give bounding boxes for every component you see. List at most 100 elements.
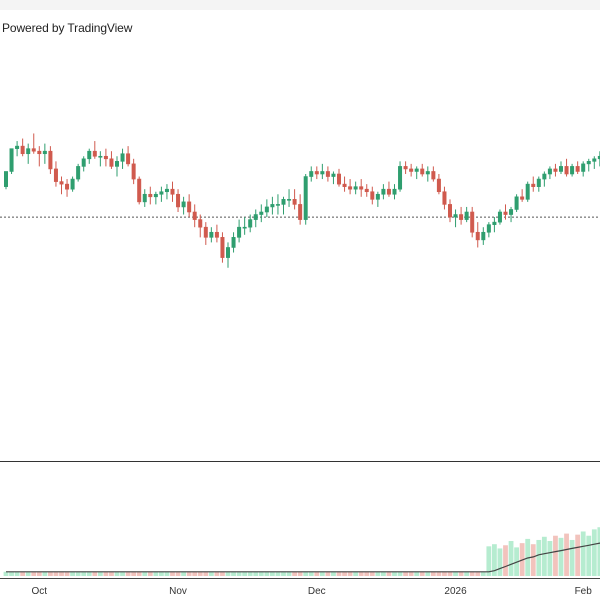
candle — [320, 163, 325, 180]
candle-body — [475, 231, 480, 241]
candle-body — [398, 166, 403, 190]
candle-body — [342, 183, 347, 187]
volume-bar — [392, 571, 397, 576]
candle-body — [120, 153, 125, 162]
volume-bar — [208, 571, 214, 576]
candle-body — [159, 191, 164, 195]
candle-body — [231, 237, 236, 248]
volume-bar — [203, 571, 209, 576]
volume-bar — [53, 571, 59, 576]
candle — [176, 189, 181, 212]
candle-body — [442, 191, 447, 205]
candle-body — [403, 166, 408, 170]
candle-body — [348, 186, 353, 190]
candle-body — [331, 173, 336, 177]
volume-bar — [469, 571, 475, 576]
volume-bar — [475, 571, 481, 576]
volume-bar — [530, 544, 536, 576]
candle — [292, 189, 297, 210]
x-tick-label: Feb — [575, 586, 593, 597]
volume-bar — [358, 571, 364, 576]
candle — [87, 148, 92, 164]
candle-body — [525, 183, 530, 200]
volume-bar — [31, 571, 37, 576]
candle-body — [509, 209, 514, 215]
volume-bar — [136, 571, 142, 576]
candle-body — [275, 204, 280, 206]
candle — [275, 194, 280, 215]
candle-body — [453, 214, 458, 218]
candle — [348, 179, 353, 195]
candle-body — [65, 183, 70, 190]
volume-bar — [419, 571, 425, 576]
candle — [509, 206, 514, 223]
candle — [214, 224, 219, 243]
candle-body — [287, 199, 292, 201]
candle-body — [181, 201, 186, 208]
candle — [359, 179, 364, 197]
candle-body — [31, 148, 36, 152]
volume-bar — [75, 571, 81, 576]
candle-body — [497, 211, 502, 223]
x-tick-label: Dec — [308, 586, 326, 597]
volume-bar — [325, 571, 331, 576]
candle — [536, 176, 541, 192]
candle — [336, 168, 341, 187]
candle-body — [314, 171, 319, 175]
candle — [470, 206, 475, 238]
candle-body — [409, 168, 414, 172]
volume-bar — [14, 571, 20, 576]
candle — [525, 181, 530, 202]
candle-body — [370, 191, 375, 200]
volume-bar — [247, 571, 253, 576]
candle — [192, 204, 197, 228]
volume-bar — [586, 535, 592, 576]
candle — [170, 181, 175, 202]
volume-bar — [197, 571, 203, 576]
candle-body — [503, 211, 508, 215]
volume-bar — [170, 571, 175, 576]
candle — [65, 179, 70, 197]
volume-bar — [175, 571, 181, 576]
volume-bar — [92, 571, 98, 576]
volume-bar — [131, 571, 137, 576]
candle — [26, 143, 31, 164]
candle — [459, 206, 464, 225]
candle — [203, 222, 208, 245]
volume-bar — [480, 571, 486, 576]
candle — [481, 227, 486, 245]
x-axis: Oct Nov Dec 2026 Feb — [32, 586, 593, 597]
candle-body — [153, 193, 158, 198]
candle-body — [92, 150, 97, 157]
volume-bar — [564, 533, 569, 576]
volume-bar — [253, 571, 259, 576]
candle — [309, 166, 314, 182]
volume-bar — [236, 571, 242, 576]
candle-body — [558, 166, 563, 172]
volume-average-line — [6, 542, 600, 573]
candle — [370, 186, 375, 205]
volume-bar — [109, 571, 114, 576]
volume-bar — [547, 541, 553, 576]
candle-body — [459, 214, 464, 220]
volume-bar — [464, 571, 470, 576]
candle — [153, 191, 158, 205]
top-toolbar-strip — [0, 0, 600, 10]
volume-bar — [25, 571, 31, 576]
candle-body — [70, 178, 75, 190]
candle-body — [198, 219, 203, 228]
candle-body — [20, 145, 25, 155]
candle — [259, 204, 264, 223]
candle — [403, 161, 408, 174]
candle-body — [392, 188, 397, 195]
candle-body — [248, 219, 253, 228]
volume-bar — [497, 548, 503, 576]
volume-bar — [59, 571, 64, 576]
volume-bar — [214, 571, 220, 576]
tradingview-attribution[interactable]: Powered by TradingView — [2, 21, 133, 35]
candle-body — [192, 211, 197, 220]
candle-body — [298, 204, 303, 220]
candle-body — [37, 150, 42, 155]
volume-bar — [458, 571, 464, 576]
